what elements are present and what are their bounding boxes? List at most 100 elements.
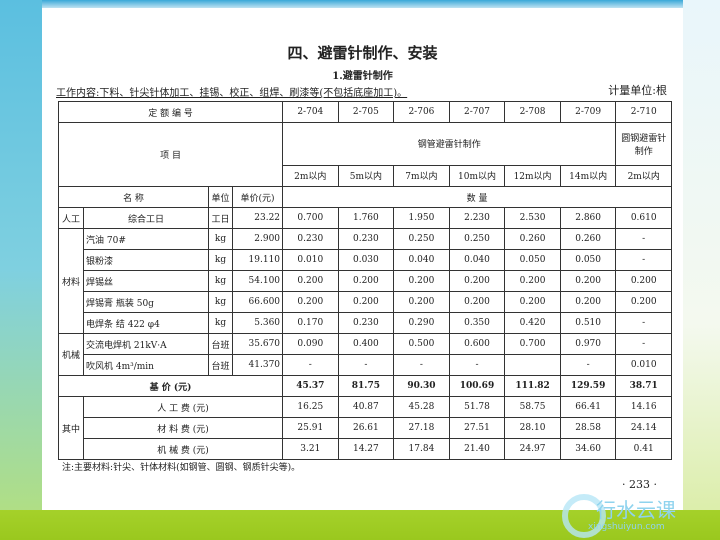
quantity-cell: - — [393, 354, 450, 376]
quantity-cell: - — [559, 354, 617, 376]
name-label: 名 称 — [58, 186, 209, 208]
cost-cell: 3.21 — [282, 438, 339, 460]
cost-cell: 0.41 — [615, 438, 672, 460]
quantity-cell: 0.700 — [282, 207, 339, 229]
quantity-cell: 0.200 — [393, 291, 450, 313]
unit-label: 单位 — [208, 186, 233, 208]
size-cell: 12m以内 — [504, 164, 561, 188]
resource-name: 综合工日 — [83, 207, 209, 229]
group-round-steel: 圆钢避雷针制作 — [615, 122, 672, 166]
cost-cell: 24.14 — [615, 417, 672, 439]
table-row: 电焊条 结 422 φ4 kg 5.360 0.170 0.230 0.290 0.350 0… — [59, 312, 672, 334]
unit-price: 41.370 — [231, 354, 284, 376]
quantity-cell: 0.200 — [559, 291, 617, 313]
quantity-cell: 0.200 — [448, 270, 506, 292]
resource-unit: kg — [208, 228, 233, 250]
slide-top-band — [0, 0, 720, 8]
base-price-cell: 81.75 — [337, 375, 395, 397]
table-row: 项 目钢管避雷针制作 圆钢避雷针制作 — [57, 122, 672, 187]
table-row: 基 价 (元) 45.37 81.75 90.30 100.69 111.82 129.59… — [57, 375, 672, 397]
cost-cell: 45.28 — [393, 396, 450, 418]
cost-label: 材 料 费 (元) — [82, 417, 284, 439]
watermark-text: 行水云课 — [596, 498, 676, 522]
quantity-cell: - — [615, 333, 672, 355]
watermark-logo-icon — [562, 494, 606, 538]
quantity-cell: 0.250 — [448, 228, 506, 250]
resource-unit: 台班 — [208, 354, 233, 376]
size-cell: 2m以内 — [282, 164, 339, 188]
quantity-cell: 2.860 — [559, 207, 617, 229]
quantity-cell — [504, 354, 561, 376]
page-title: 四、避雷针制作、安装 — [287, 44, 438, 62]
measure-unit: 计量单位:根 — [608, 84, 667, 97]
quantity-cell: 0.400 — [337, 333, 395, 355]
size-cell: 14m以内 — [559, 164, 617, 188]
quantity-cell: 1.760 — [337, 207, 395, 229]
quantity-cell: 0.420 — [504, 312, 561, 334]
quota-code: 2-709 — [559, 101, 617, 123]
table-row: 名 称单位 单价(元) 数 量 — [58, 186, 672, 208]
quota-code: 2-705 — [337, 101, 395, 123]
cost-cell: 66.41 — [559, 396, 617, 418]
resource-unit: kg — [208, 249, 233, 271]
watermark-url: xingshuiyun.com — [588, 522, 665, 532]
category-labor: 人工 — [58, 207, 84, 229]
resource-unit: 工日 — [208, 207, 233, 229]
cost-cell: 27.18 — [393, 417, 450, 439]
base-price-label: 基 价 (元) — [57, 375, 284, 397]
table-row: 机 械 费 (元) 3.21 14.27 17.84 21.40 24.97 34.60 0.… — [59, 438, 672, 460]
quantity-cell: 0.250 — [393, 228, 450, 250]
base-price-cell: 45.37 — [282, 375, 339, 397]
quantity-cell: 0.040 — [448, 249, 506, 271]
quantity-cell: 0.200 — [504, 270, 561, 292]
resource-name: 电焊条 结 422 φ4 — [83, 312, 209, 334]
quantity-cell: 0.510 — [559, 312, 617, 334]
base-price-cell: 111.82 — [504, 375, 561, 397]
table-row: 材料 汽油 70# kg 2.900 0.230 0.230 0.250 0.250 0.260… — [58, 228, 672, 334]
cost-cell: 27.51 — [448, 417, 506, 439]
item-label: 项 目 — [57, 122, 284, 187]
quota-code: 2-706 — [393, 101, 450, 123]
quantity-cell: 0.200 — [282, 270, 339, 292]
quantity-cell: 0.200 — [337, 270, 395, 292]
table-row: 银粉漆 kg 19.110 0.010 0.030 0.040 0.040 0.050 0.05… — [59, 249, 672, 271]
watermark: 行水云课 xingshuiyun.com — [560, 498, 676, 533]
cost-cell: 34.60 — [559, 438, 617, 460]
quota-code: 2-704 — [282, 101, 339, 123]
resource-unit: kg — [208, 270, 233, 292]
quantity-cell: 0.200 — [393, 270, 450, 292]
quantity-cell: 0.050 — [559, 249, 617, 271]
quantity-cell: 0.200 — [559, 270, 617, 292]
footnote: 注:主要材料:针尖、针体材料(如钢管、圆钢、钢质针尖等)。 — [62, 463, 301, 473]
cost-cell: 25.91 — [282, 417, 339, 439]
quantity-cell: 0.700 — [504, 333, 561, 355]
cost-cell: 28.58 — [559, 417, 617, 439]
quota-code: 2-707 — [448, 101, 506, 123]
table-row: 焊锡丝 kg 54.100 0.200 0.200 0.200 0.200 0.200 0.20… — [59, 270, 672, 292]
cost-cell: 40.87 — [337, 396, 395, 418]
quantity-cell: 0.010 — [615, 354, 672, 376]
cost-cell: 14.16 — [615, 396, 672, 418]
unit-price: 66.600 — [231, 291, 284, 313]
quantity-cell: 0.030 — [337, 249, 395, 271]
resource-name: 银粉漆 — [83, 249, 209, 271]
category-machine: 机械 — [58, 333, 84, 376]
work-content: 工作内容:下料、针尖针体加工、挂锡、校正、组焊、刷漆等(不包括底座加工)。 — [56, 88, 408, 99]
quota-code: 2-708 — [504, 101, 561, 123]
resource-name: 汽油 70# — [83, 228, 209, 250]
cost-label: 人 工 费 (元) — [82, 396, 284, 418]
quantity-cell: 0.610 — [615, 207, 672, 229]
quantity-cell: - — [615, 312, 672, 334]
resource-unit: kg — [208, 312, 233, 334]
category-material: 材料 — [58, 228, 84, 334]
unit-price: 2.900 — [231, 228, 284, 250]
unit-price: 19.110 — [231, 249, 284, 271]
unit-price: 23.22 — [231, 207, 284, 229]
quantity-cell: 0.090 — [282, 333, 339, 355]
quantity-cell: 0.170 — [282, 312, 339, 334]
table-row: 机械 交流电焊机 21kV·A 台班 35.670 0.090 0.400 0.500 0.6… — [58, 333, 672, 376]
unit-price: 35.670 — [231, 333, 284, 355]
quantity-cell: 0.350 — [448, 312, 506, 334]
page-number: · 233 · — [622, 478, 657, 491]
quantity-cell: 0.230 — [337, 228, 395, 250]
